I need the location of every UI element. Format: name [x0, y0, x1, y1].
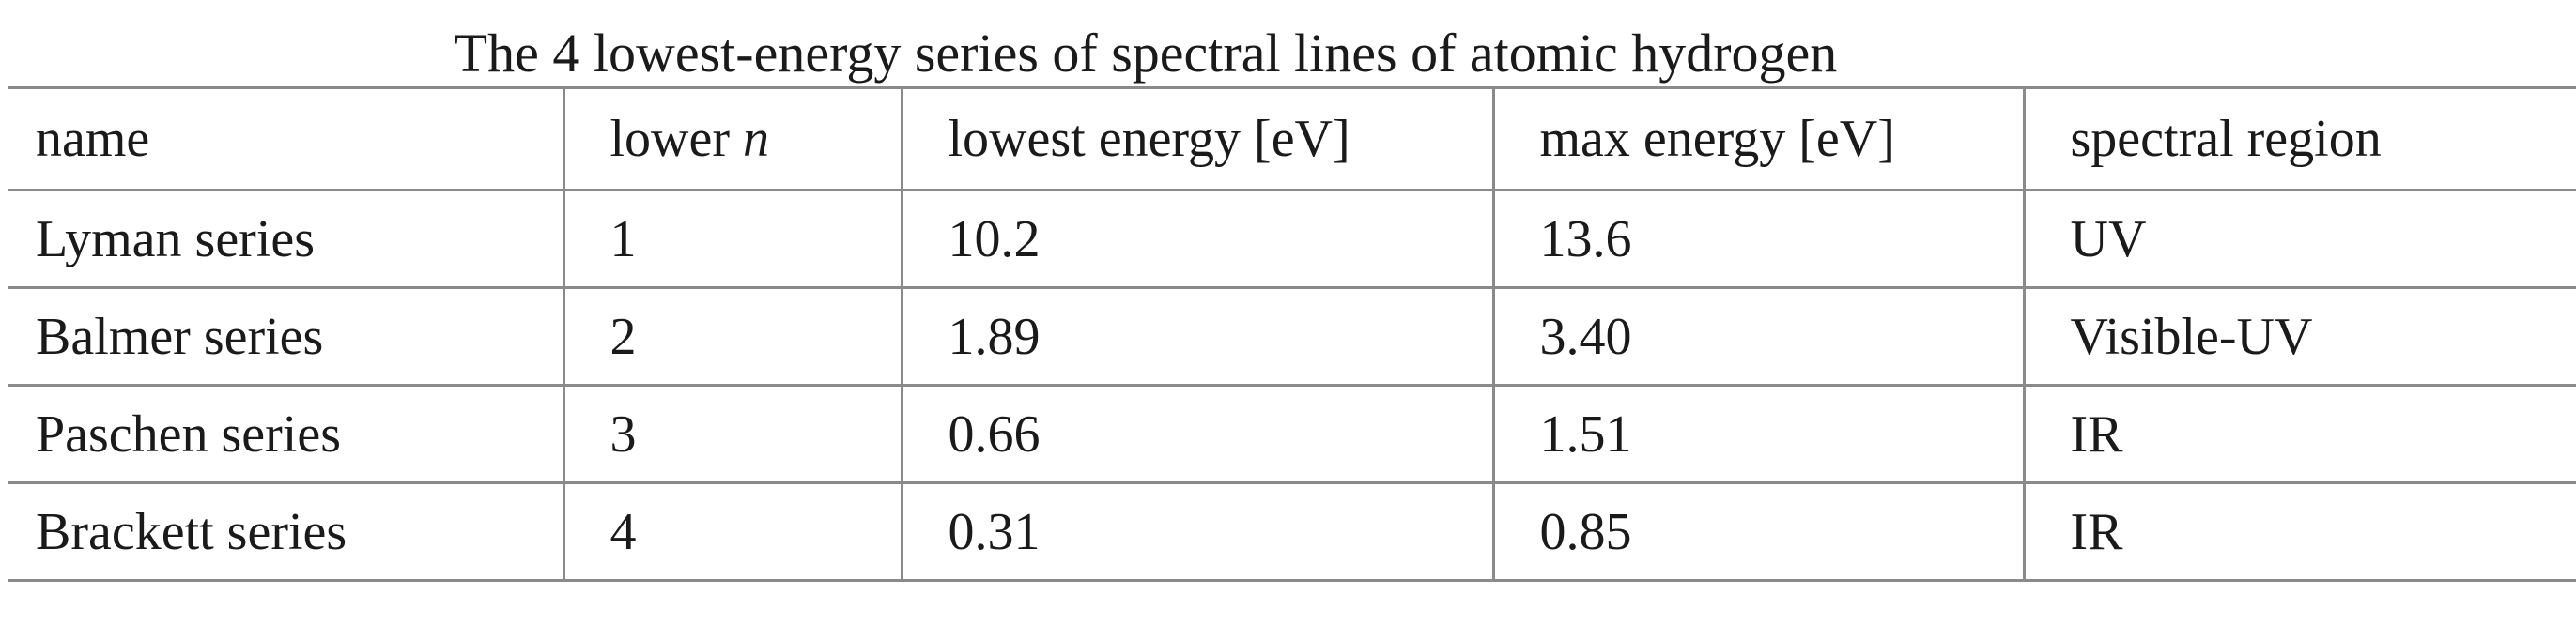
header-cell: spectral region — [2022, 86, 2576, 191]
table-body: name lower n lowest energy [eV] max energy … — [8, 86, 2576, 582]
table-cell: 3 — [562, 384, 902, 484]
table-cell: 1 — [562, 189, 902, 289]
table-cell: IR — [2022, 481, 2576, 582]
table-cell: 1.51 — [1491, 384, 2024, 484]
header-row: name lower n lowest energy [eV] max energy … — [8, 86, 2576, 191]
table-cell: Brackett series — [8, 481, 563, 582]
header-cell: max energy [eV] — [1491, 86, 2024, 191]
table-cell: 10.2 — [900, 189, 1493, 289]
header-cell: name — [8, 86, 563, 191]
header-cell: lowest energy [eV] — [900, 86, 1493, 191]
table-cell: 4 — [562, 481, 902, 582]
table-cell: 3.40 — [1491, 286, 2024, 387]
table-row: Balmer series 2 1.89 3.40 Visible-UV — [8, 286, 2576, 387]
table-row: Lyman series 1 10.2 13.6 UV — [8, 189, 2576, 289]
table: name lower n lowest energy [eV] max energy … — [8, 86, 2576, 582]
table-cell: 1.89 — [900, 286, 1493, 387]
table-cell: 13.6 — [1491, 189, 2024, 289]
table-cell: Lyman series — [8, 189, 563, 289]
table-cell: IR — [2022, 384, 2576, 484]
table-cell: UV — [2022, 189, 2576, 289]
table-cell: Visible-UV — [2022, 286, 2576, 387]
table-title: The 4 lowest-energy series of spectral l… — [454, 23, 1838, 84]
table-row: Brackett series 4 0.31 0.85 IR — [8, 481, 2576, 582]
table-cell: 0.31 — [900, 481, 1493, 582]
table-row: Paschen series 3 0.66 1.51 IR — [8, 384, 2576, 484]
table-cell: Paschen series — [8, 384, 563, 484]
header-variable: n — [743, 110, 770, 168]
header-cell: lower n — [562, 86, 902, 191]
table-cell: Balmer series — [8, 286, 563, 387]
table-cell: 0.85 — [1491, 481, 2024, 582]
header-text: lower — [609, 110, 731, 168]
table-cell: 2 — [562, 286, 902, 387]
table-cell: 0.66 — [900, 384, 1493, 484]
